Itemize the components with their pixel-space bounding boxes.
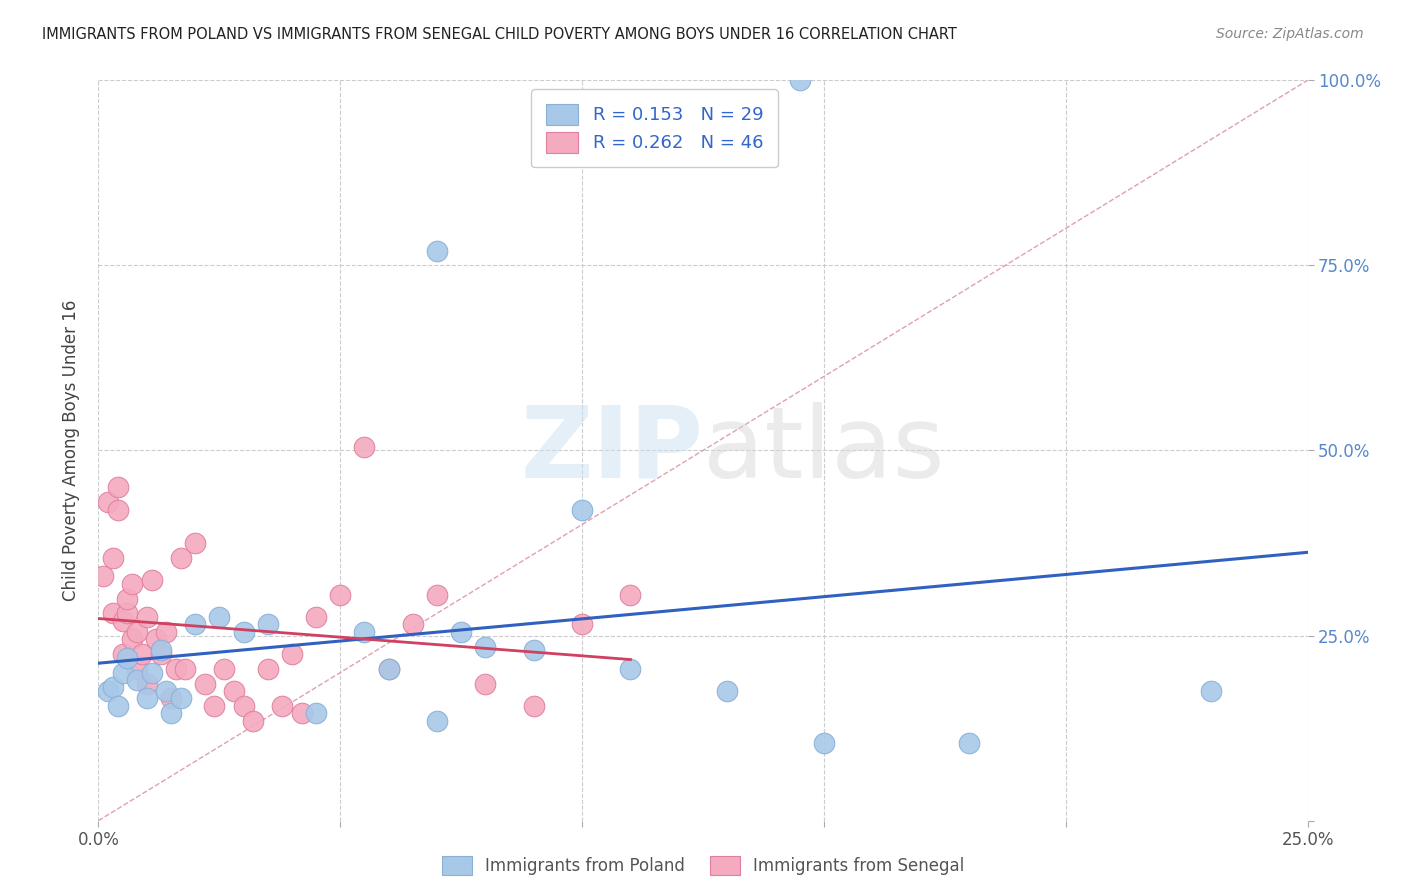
Point	[121, 576, 143, 591]
Point	[523, 698, 546, 713]
Y-axis label: Child Poverty Among Boys Under 16: Child Poverty Among Boys Under 16	[62, 300, 80, 601]
Point	[184, 617, 207, 632]
Point	[256, 662, 278, 676]
Point	[111, 665, 134, 680]
Point	[426, 244, 449, 258]
Point	[256, 617, 278, 632]
Point	[160, 691, 183, 706]
Point	[117, 650, 139, 665]
Text: IMMIGRANTS FROM POLAND VS IMMIGRANTS FROM SENEGAL CHILD POVERTY AMONG BOYS UNDER: IMMIGRANTS FROM POLAND VS IMMIGRANTS FRO…	[42, 27, 957, 42]
Point	[169, 691, 191, 706]
Point	[107, 502, 129, 516]
Point	[101, 681, 124, 695]
Point	[145, 632, 167, 647]
Point	[353, 440, 375, 454]
Point	[184, 536, 207, 550]
Point	[426, 714, 449, 728]
Point	[813, 736, 835, 750]
Point	[402, 617, 425, 632]
Point	[208, 610, 231, 624]
Point	[290, 706, 312, 721]
Point	[571, 617, 593, 632]
Point	[194, 676, 217, 690]
Point	[121, 632, 143, 647]
Point	[101, 550, 124, 565]
Legend: R = 0.153   N = 29, R = 0.262   N = 46: R = 0.153 N = 29, R = 0.262 N = 46	[531, 89, 778, 167]
Point	[271, 698, 294, 713]
Point	[281, 647, 304, 661]
Point	[101, 607, 124, 621]
Point	[141, 665, 163, 680]
Point	[97, 684, 120, 698]
Point	[619, 588, 641, 602]
Point	[107, 698, 129, 713]
Point	[353, 624, 375, 639]
Point	[222, 684, 245, 698]
Point	[127, 673, 149, 687]
Point	[111, 614, 134, 628]
Point	[150, 647, 173, 661]
Point	[232, 624, 254, 639]
Point	[571, 502, 593, 516]
Point	[111, 647, 134, 661]
Point	[165, 662, 187, 676]
Text: atlas: atlas	[703, 402, 945, 499]
Point	[135, 676, 157, 690]
Point	[619, 662, 641, 676]
Point	[174, 662, 197, 676]
Point	[155, 624, 177, 639]
Point	[1199, 684, 1222, 698]
Point	[155, 684, 177, 698]
Point	[305, 610, 328, 624]
Point	[426, 588, 449, 602]
Point	[305, 706, 328, 721]
Text: ZIP: ZIP	[520, 402, 703, 499]
Point	[450, 624, 472, 639]
Point	[204, 698, 226, 713]
Point	[160, 706, 183, 721]
Point	[127, 624, 149, 639]
Point	[474, 676, 496, 690]
Point	[117, 591, 139, 606]
Point	[117, 607, 139, 621]
Point	[377, 662, 399, 676]
Point	[169, 550, 191, 565]
Point	[957, 736, 980, 750]
Point	[127, 662, 149, 676]
Point	[232, 698, 254, 713]
Legend: Immigrants from Poland, Immigrants from Senegal: Immigrants from Poland, Immigrants from …	[433, 847, 973, 883]
Text: Source: ZipAtlas.com: Source: ZipAtlas.com	[1216, 27, 1364, 41]
Point	[135, 691, 157, 706]
Point	[135, 610, 157, 624]
Point	[523, 643, 546, 657]
Point	[97, 495, 120, 509]
Point	[242, 714, 264, 728]
Point	[141, 573, 163, 587]
Point	[91, 569, 114, 583]
Point	[789, 73, 811, 87]
Point	[474, 640, 496, 654]
Point	[131, 647, 153, 661]
Point	[377, 662, 399, 676]
Point	[329, 588, 352, 602]
Point	[107, 480, 129, 494]
Point	[212, 662, 235, 676]
Point	[150, 643, 173, 657]
Point	[716, 684, 738, 698]
